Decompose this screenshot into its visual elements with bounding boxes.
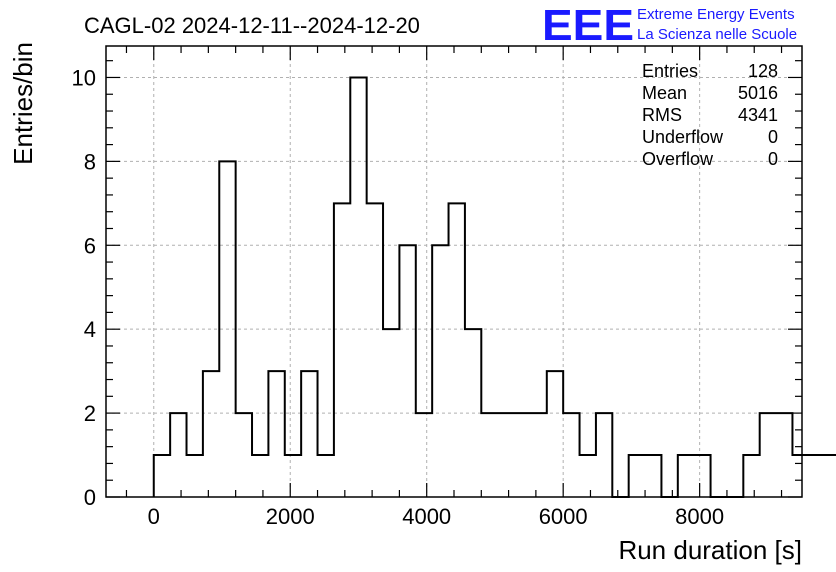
x-tick-label: 2000 bbox=[266, 504, 315, 529]
stats-value: 5016 bbox=[738, 83, 778, 103]
stats-value: 0 bbox=[768, 127, 778, 147]
logo-line-1: Extreme Energy Events bbox=[637, 6, 795, 23]
y-axis-label: Entries/bin bbox=[8, 42, 38, 165]
y-tick-label: 6 bbox=[84, 233, 96, 258]
x-tick-label: 4000 bbox=[402, 504, 451, 529]
x-tick-label: 0 bbox=[148, 504, 160, 529]
x-tick-labels: 0 2000 4000 6000 8000 bbox=[148, 504, 724, 529]
stats-value: 128 bbox=[748, 61, 778, 81]
stats-value: 4341 bbox=[738, 105, 778, 125]
y-tick-labels: 0 2 4 6 8 10 bbox=[72, 65, 96, 510]
plot-frame bbox=[105, 45, 803, 498]
x-axis-label: Run duration [s] bbox=[618, 535, 802, 565]
x-tick-label: 6000 bbox=[539, 504, 588, 529]
axis-ticks bbox=[106, 46, 802, 498]
y-tick-label: 8 bbox=[84, 149, 96, 174]
logo-line-2: La Scienza nelle Scuole bbox=[637, 26, 797, 43]
y-tick-label: 4 bbox=[84, 317, 96, 342]
grid-lines bbox=[106, 46, 802, 497]
x-tick-label: 8000 bbox=[675, 504, 724, 529]
stats-label: RMS bbox=[642, 105, 682, 125]
histogram-line bbox=[152, 76, 836, 498]
chart-title: CAGL-02 2024-12-11--2024-12-20 bbox=[84, 13, 420, 38]
stats-box: Entries 128 Mean 5016 RMS 4341 Underflow 0 Overf… bbox=[642, 61, 778, 169]
eee-logo: EEE Extreme Energy Events La Scienza nel… bbox=[542, 1, 797, 50]
logo-mark: EEE bbox=[542, 1, 634, 50]
y-tick-label: 2 bbox=[84, 401, 96, 426]
y-tick-label: 10 bbox=[72, 65, 96, 90]
stats-label: Overflow bbox=[642, 149, 714, 169]
stats-label: Underflow bbox=[642, 127, 724, 147]
stats-value: 0 bbox=[768, 149, 778, 169]
stats-label: Entries bbox=[642, 61, 698, 81]
y-tick-label: 0 bbox=[84, 485, 96, 510]
stats-label: Mean bbox=[642, 83, 687, 103]
